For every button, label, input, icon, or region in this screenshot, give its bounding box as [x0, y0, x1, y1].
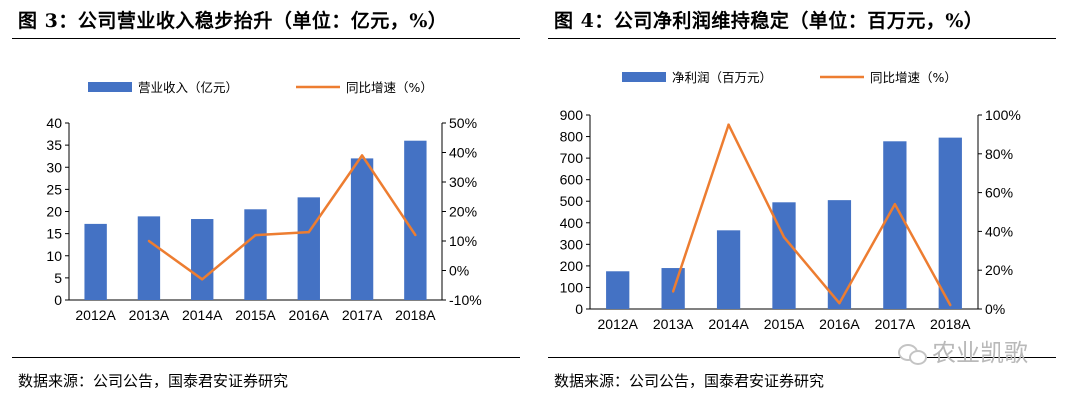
- right-tick-label: 80%: [985, 146, 1013, 162]
- legend-line-label: 同比增速（%）: [870, 70, 957, 85]
- growth-point-2016A: [838, 301, 841, 305]
- x-tick-label: 2018A: [930, 316, 971, 332]
- right-tick-label: 0%: [449, 263, 469, 279]
- bar-2018A: [938, 137, 962, 309]
- legend-line-label: 同比增速（%）: [346, 80, 433, 95]
- left-tick-label: 700: [560, 150, 584, 166]
- watermark-text: 农业凯歌: [932, 339, 1028, 367]
- right-tick-label: 50%: [449, 115, 477, 131]
- figure-3-title: 图 3：公司营业收入稳步抬升（单位：亿元，%）: [18, 10, 448, 32]
- right-tick-label: 30%: [449, 174, 477, 190]
- left-tick-label: 0: [575, 301, 583, 317]
- right-tick-label: 40%: [449, 145, 477, 161]
- growth-point-2014A: [201, 278, 204, 281]
- bar-2014A: [716, 230, 741, 309]
- legend-bar-label: 净利润（百万元）: [672, 70, 772, 85]
- right-tick-label: 60%: [985, 185, 1013, 201]
- x-tick-label: 2012A: [75, 307, 116, 323]
- growth-point-2017A: [360, 154, 364, 157]
- left-tick-label: 35: [46, 137, 62, 153]
- growth-point-2014A: [727, 123, 730, 126]
- growth-line: [148, 154, 417, 281]
- legend-bar-swatch: [622, 72, 666, 82]
- bar-2013A: [137, 216, 161, 300]
- net-profit-chart: 0 100 200 300 400 500 600 700 800 900 0% 20% 40% 60% 8…: [560, 70, 1021, 332]
- figure-4-panel: 图 4：公司净利润维持稳定（单位：百万元，%） 0 100 200 300 400 500…: [548, 0, 1068, 401]
- bar-2017A: [883, 141, 907, 309]
- watermark: 农业凯歌: [898, 333, 1028, 368]
- left-tick-label: 900: [560, 107, 584, 123]
- left-tick-label: 200: [560, 258, 584, 274]
- x-tick-label: 2013A: [653, 316, 694, 332]
- bar-2018A: [404, 140, 427, 300]
- right-tick-label: 0%: [985, 301, 1005, 317]
- left-tick-label: 40: [46, 115, 62, 131]
- title-rule: [12, 38, 520, 39]
- growth-point-2015A: [254, 233, 257, 237]
- right-tick-label: 100%: [985, 107, 1021, 123]
- growth-point-2018A: [414, 233, 417, 237]
- left-tick-label: 25: [46, 181, 62, 197]
- left-tick-label: 5: [54, 270, 62, 286]
- x-tick-label: 2014A: [708, 316, 749, 332]
- x-tick-label: 2018A: [395, 307, 436, 323]
- x-tick-label: 2017A: [342, 307, 383, 323]
- left-tick-label: 20: [46, 204, 62, 220]
- bar-2012A: [606, 271, 630, 309]
- x-tick-label: 2013A: [129, 307, 170, 323]
- bar-2016A: [827, 200, 852, 309]
- x-tick-label: 2012A: [597, 316, 638, 332]
- revenue-chart: 0 5 10 15 20 25 30 35 40 -10% 0% 10% 20% 30% 40% 50% 201…: [46, 80, 482, 323]
- growth-point-2016A: [307, 230, 310, 234]
- bar-2012A: [84, 223, 107, 300]
- bar-2015A: [772, 202, 796, 309]
- x-tick-label: 2016A: [819, 316, 860, 332]
- figure-3-source: 数据来源：公司公告，国泰君安证券研究: [18, 372, 289, 390]
- bar-2014A: [191, 219, 214, 300]
- growth-point-2013A: [671, 290, 675, 293]
- x-tick-label: 2014A: [182, 307, 223, 323]
- legend-bar-label: 营业收入（亿元）: [138, 80, 238, 95]
- x-tick-label: 2016A: [289, 307, 330, 323]
- right-tick-label: -10%: [449, 292, 482, 308]
- left-tick-label: 10: [46, 248, 62, 264]
- left-tick-label: 0: [54, 292, 62, 308]
- bar-2016A: [297, 197, 320, 300]
- right-tick-label: 20%: [449, 204, 477, 220]
- left-tick-label: 400: [560, 215, 584, 231]
- left-tick-label: 100: [560, 279, 584, 295]
- title-rule: [548, 38, 1056, 39]
- bar-2015A: [244, 209, 267, 300]
- growth-point-2018A: [949, 303, 952, 307]
- left-tick-label: 800: [560, 129, 584, 145]
- x-tick-label: 2017A: [875, 316, 916, 332]
- source-rule: [548, 357, 1056, 358]
- growth-point-2017A: [893, 203, 897, 206]
- right-tick-label: 20%: [985, 262, 1013, 278]
- left-tick-label: 30: [46, 159, 62, 175]
- left-tick-label: 600: [560, 172, 584, 188]
- wechat-icon: [898, 342, 928, 366]
- growth-line: [671, 123, 952, 306]
- growth-point-2015A: [782, 236, 786, 239]
- legend-bar-swatch: [88, 82, 132, 92]
- figure-3-panel: 图 3：公司营业收入稳步抬升（单位：亿元，%） 0 5 10 15 20 25 30 35 40…: [12, 0, 532, 401]
- left-tick-label: 15: [46, 226, 62, 242]
- figure-4-title: 图 4：公司净利润维持稳定（单位：百万元，%）: [554, 10, 984, 32]
- bar-2017A: [350, 158, 374, 300]
- source-rule: [12, 357, 520, 358]
- figure-4-source: 数据来源：公司公告，国泰君安证券研究: [554, 372, 825, 390]
- right-tick-label: 10%: [449, 233, 477, 249]
- left-tick-label: 300: [560, 236, 584, 252]
- x-tick-label: 2015A: [764, 316, 805, 332]
- x-tick-label: 2015A: [235, 307, 276, 323]
- right-tick-label: 40%: [985, 223, 1013, 239]
- growth-point-2013A: [147, 239, 151, 243]
- left-tick-label: 500: [560, 193, 584, 209]
